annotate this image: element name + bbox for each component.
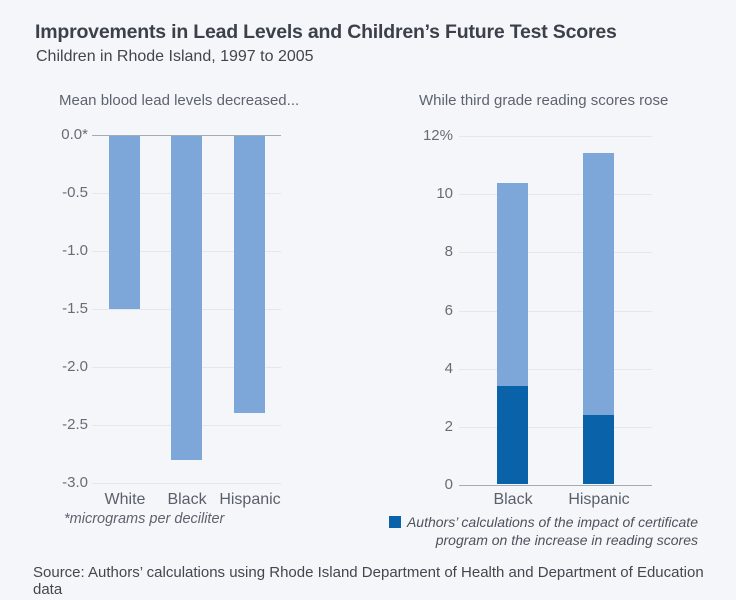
gridline (459, 311, 652, 312)
y-axis-tick-label: -2.5 (62, 416, 88, 433)
bar-black-impact (497, 386, 528, 484)
y-axis-tick-label: -1.5 (62, 300, 88, 317)
y-axis-tick-label: 10 (436, 185, 453, 202)
gridline (459, 136, 652, 137)
gridline (459, 194, 652, 195)
reading-chart-legend: Authors’ calculations of the impact of c… (376, 514, 698, 549)
legend-label: Authors’ calculations of the impact of c… (406, 514, 698, 548)
page-title: Improvements in Lead Levels and Children… (35, 21, 617, 43)
category-label: Hispanic (219, 491, 281, 508)
lead-chart-footnote: *micrograms per deciliter (64, 511, 225, 527)
gridline (92, 483, 281, 484)
y-axis-tick-label: -2.0 (62, 358, 88, 375)
category-label: Black (493, 491, 533, 508)
y-axis-tick-label: 12% (422, 127, 453, 144)
y-axis-tick-label: 2 (444, 418, 453, 435)
zero-axis-line (459, 485, 652, 486)
category-label: White (104, 491, 146, 508)
bar-hispanic-impact (583, 415, 614, 484)
legend-swatch-icon (388, 516, 401, 528)
y-axis-tick-label: 0.0* (61, 126, 88, 143)
y-axis-tick-label: 6 (444, 302, 453, 319)
gridline (459, 427, 652, 428)
source-note: Source: Authors’ calculations using Rhod… (33, 564, 704, 598)
lead-levels-chart-title: Mean blood lead levels decreased... (59, 92, 300, 109)
y-axis-tick-label: 4 (444, 360, 453, 377)
y-axis-tick-label: 8 (444, 243, 453, 260)
gridline (459, 252, 652, 253)
y-axis-tick-label: -0.5 (62, 184, 88, 201)
gridline (459, 369, 652, 370)
zero-axis-line (92, 135, 281, 136)
bar-black (171, 136, 202, 460)
y-axis-tick-label: 0 (444, 476, 453, 493)
y-axis-tick-label: -1.0 (62, 242, 88, 259)
category-label: Hispanic (568, 491, 630, 508)
category-label: Black (167, 491, 207, 508)
y-axis-tick-label: -3.0 (62, 474, 88, 491)
reading-scores-chart-title: While third grade reading scores rose (419, 92, 669, 109)
bar-hispanic (234, 136, 265, 413)
page-subtitle: Children in Rhode Island, 1997 to 2005 (36, 48, 314, 65)
bar-white (109, 136, 140, 309)
